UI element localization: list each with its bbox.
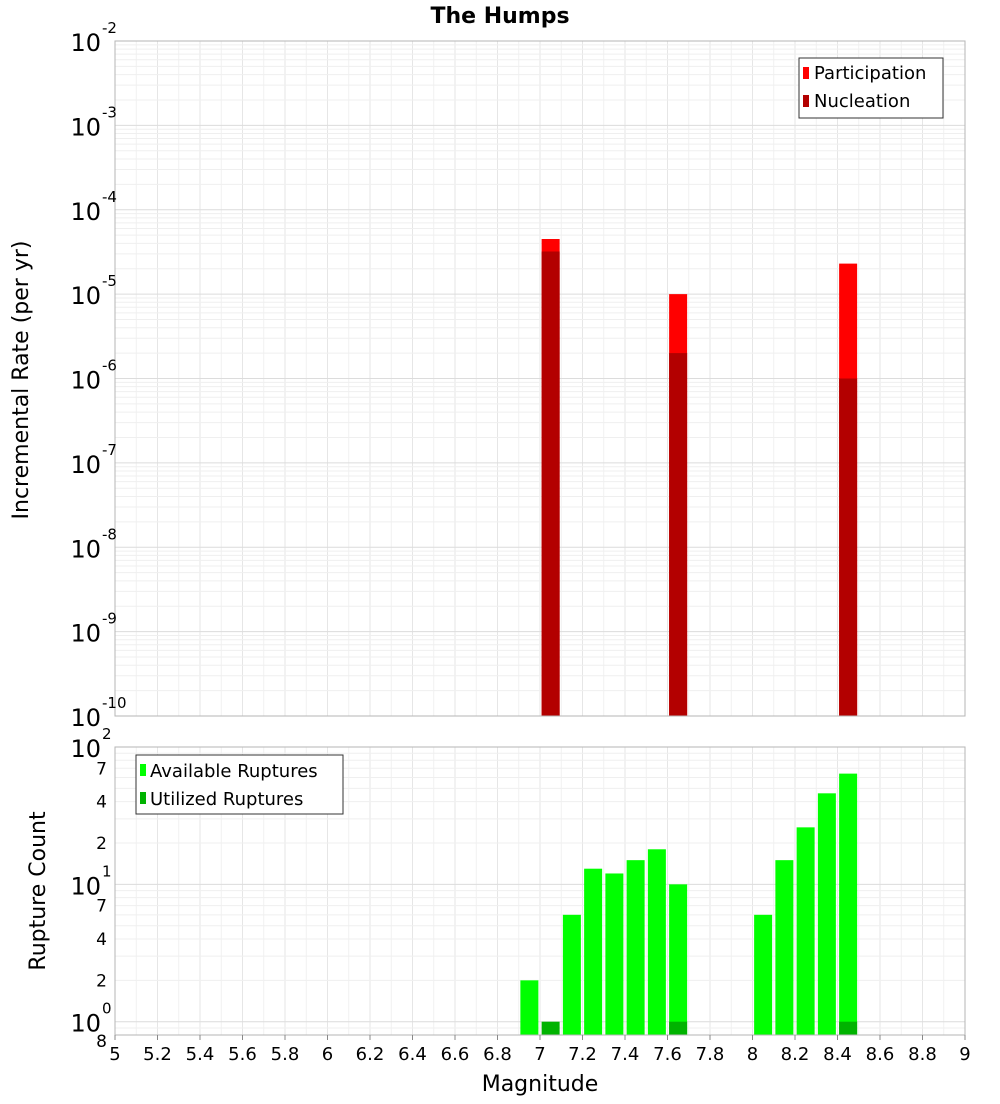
y-tick-base: 10 xyxy=(70,113,101,141)
x-tick-label: 7.2 xyxy=(568,1044,597,1065)
x-tick-label: 6.4 xyxy=(398,1044,427,1065)
y-tick-exponent: -6 xyxy=(102,357,117,375)
y-tick-exponent: 2 xyxy=(102,725,112,743)
y-tick-base: 10 xyxy=(70,198,101,226)
bar-utilized-ruptures xyxy=(541,1021,560,1035)
legend-label-nucleation: Nucleation xyxy=(814,91,910,112)
legend-swatch-available xyxy=(140,764,146,776)
bar-available-ruptures xyxy=(520,980,539,1035)
bar-utilized-ruptures xyxy=(839,1021,858,1035)
y-tick-minor-label: 7 xyxy=(96,759,107,779)
y-tick-exponent: -10 xyxy=(102,694,127,712)
bar-available-ruptures xyxy=(669,884,688,1035)
x-tick-label: 7.4 xyxy=(611,1044,640,1065)
x-tick-label: 6.8 xyxy=(483,1044,512,1065)
y-tick-minor-label: 2 xyxy=(96,971,107,991)
y-tick-base: 10 xyxy=(70,535,101,563)
x-tick-label: 9 xyxy=(959,1044,970,1065)
y-tick-base: 10 xyxy=(70,872,101,900)
bar-available-ruptures xyxy=(775,860,794,1035)
x-tick-label: 6 xyxy=(322,1044,333,1065)
bar-available-ruptures xyxy=(647,849,666,1035)
x-tick-label: 8.2 xyxy=(781,1044,810,1065)
y-tick-base: 10 xyxy=(70,620,101,648)
y-tick-minor-label: 4 xyxy=(96,793,107,813)
rate-y-axis-label: Incremental Rate (per yr) xyxy=(9,241,34,520)
x-tick-label: 7.6 xyxy=(653,1044,682,1065)
legend-swatch-utilized xyxy=(140,792,146,804)
rate-legend: Participation Nucleation xyxy=(798,57,944,119)
x-tick-label: 5 xyxy=(109,1044,120,1065)
y-tick-base: 10 xyxy=(70,704,101,732)
y-tick-base: 10 xyxy=(70,1010,101,1038)
y-tick-base: 10 xyxy=(70,451,101,479)
x-axis-label: Magnitude xyxy=(482,1072,599,1097)
x-tick-label: 7 xyxy=(534,1044,545,1065)
count-legend: Available Ruptures Utilized Ruptures xyxy=(135,754,344,815)
x-tick-label: 8.6 xyxy=(866,1044,895,1065)
y-tick-minor-label: 4 xyxy=(96,930,107,950)
y-tick-exponent: -4 xyxy=(102,188,117,206)
count-y-axis-label: Rupture Count xyxy=(26,811,51,971)
rate-grid xyxy=(114,41,966,717)
x-tick-label: 5.6 xyxy=(228,1044,257,1065)
x-tick-label: 5.8 xyxy=(271,1044,300,1065)
bar-available-ruptures xyxy=(817,793,836,1035)
legend-label-available: Available Ruptures xyxy=(150,761,318,782)
count-bars xyxy=(520,773,858,1035)
y-tick-exponent: -3 xyxy=(102,103,117,121)
bar-available-ruptures xyxy=(562,914,581,1035)
y-tick-exponent: -7 xyxy=(102,441,117,459)
rate-plot-border xyxy=(114,40,966,717)
y-tick-minor-label: 2 xyxy=(96,834,107,854)
y-tick-exponent: -8 xyxy=(102,525,117,543)
count-legend-box xyxy=(135,754,344,815)
x-tick-label: 5.2 xyxy=(143,1044,172,1065)
legend-label-participation: Participation xyxy=(814,63,926,84)
y-tick-exponent: -5 xyxy=(102,272,117,290)
legend-label-utilized: Utilized Ruptures xyxy=(150,789,303,810)
x-tick-label: 8.8 xyxy=(908,1044,937,1065)
bar-available-ruptures xyxy=(584,868,603,1035)
bar-nucleation xyxy=(541,251,560,716)
y-tick-minor-label: 7 xyxy=(96,897,107,917)
bar-available-ruptures xyxy=(626,860,645,1035)
x-tick-label: 5.4 xyxy=(186,1044,215,1065)
y-tick-exponent: 0 xyxy=(102,1000,112,1018)
bar-available-ruptures xyxy=(754,914,773,1035)
x-tick-label: 6.2 xyxy=(356,1044,385,1065)
chart-title: The Humps xyxy=(430,4,569,29)
legend-swatch-participation xyxy=(803,67,809,79)
bar-nucleation xyxy=(839,378,858,716)
x-tick-label: 6.6 xyxy=(441,1044,470,1065)
y-tick-exponent: -2 xyxy=(102,19,117,37)
x-tick-label: 7.8 xyxy=(696,1044,725,1065)
bar-available-ruptures xyxy=(796,827,815,1035)
y-tick-base: 10 xyxy=(70,282,101,310)
bar-available-ruptures xyxy=(839,773,858,1035)
legend-swatch-nucleation xyxy=(803,95,809,107)
y-tick-minor-label: 8 xyxy=(96,1032,107,1052)
rate-legend-box xyxy=(798,57,944,119)
y-tick-base: 10 xyxy=(70,367,101,395)
y-tick-base: 10 xyxy=(70,735,101,763)
x-ticks: 5 5.2 5.4 5.6 5.8 6 6.2 6.4 6.6 6.8 7 7.2 7.4 7.6 7.8 8… xyxy=(109,1035,971,1065)
x-tick-label: 8 xyxy=(747,1044,758,1065)
bar-available-ruptures xyxy=(605,873,624,1035)
y-tick-base: 10 xyxy=(70,29,101,57)
bar-utilized-ruptures xyxy=(669,1021,688,1035)
y-tick-exponent: -9 xyxy=(102,610,117,628)
x-tick-label: 8.4 xyxy=(823,1044,852,1065)
bar-nucleation xyxy=(669,353,688,716)
y-tick-exponent: 1 xyxy=(102,862,112,880)
rate-bars xyxy=(541,239,858,716)
